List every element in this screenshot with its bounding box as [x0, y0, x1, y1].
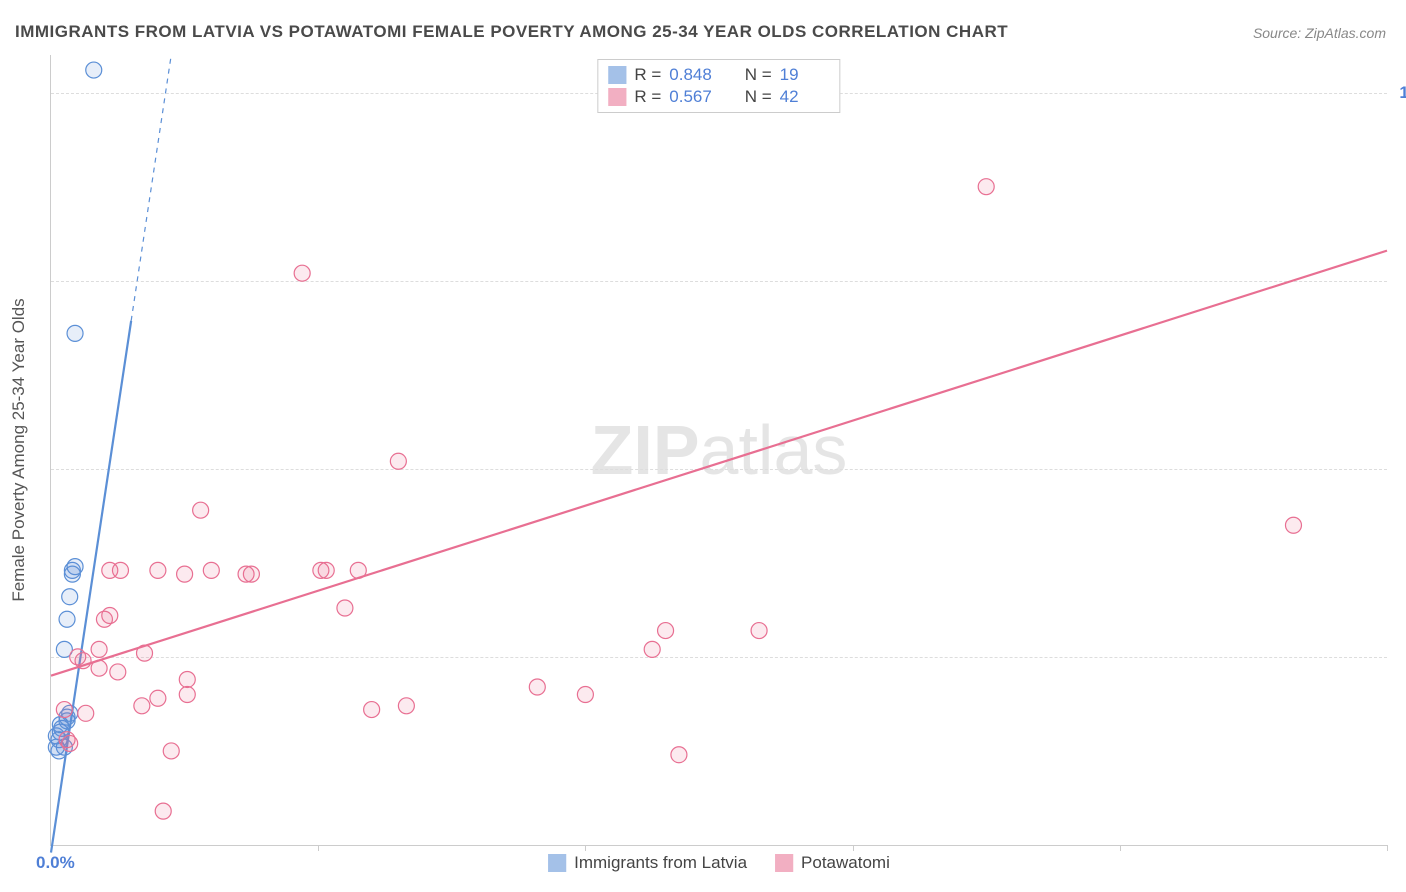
legend-r-value-0: 0.848: [669, 65, 719, 85]
data-point: [644, 641, 660, 657]
data-point: [112, 562, 128, 578]
legend-row-series-1: R = 0.567 N = 42: [608, 86, 829, 108]
data-point: [179, 687, 195, 703]
legend-r-label-0: R =: [634, 65, 661, 85]
legend-bottom-item-0: Immigrants from Latvia: [548, 853, 747, 873]
data-point: [751, 623, 767, 639]
legend-row-series-0: R = 0.848 N = 19: [608, 64, 829, 86]
data-point: [67, 325, 83, 341]
data-point: [64, 566, 80, 582]
legend-r-label-1: R =: [634, 87, 661, 107]
legend-n-value-1: 42: [780, 87, 830, 107]
source-attribution: Source: ZipAtlas.com: [1253, 25, 1386, 41]
x-axis-tick-label-start: 0.0%: [36, 853, 75, 873]
data-point: [163, 743, 179, 759]
data-point: [529, 679, 545, 695]
data-point: [155, 803, 171, 819]
data-point: [978, 179, 994, 195]
data-point: [658, 623, 674, 639]
y-axis-title: Female Poverty Among 25-34 Year Olds: [9, 298, 29, 601]
legend-r-value-1: 0.567: [669, 87, 719, 107]
data-point: [177, 566, 193, 582]
data-point: [179, 671, 195, 687]
x-axis-tick-label-end: 50.0%: [1397, 853, 1406, 873]
data-point: [62, 589, 78, 605]
y-axis-tick-label: 75.0%: [1397, 271, 1406, 291]
data-point: [78, 705, 94, 721]
x-axis-tick: [318, 845, 319, 851]
legend-bottom-label-0: Immigrants from Latvia: [574, 853, 747, 873]
data-point: [671, 747, 687, 763]
data-point: [56, 702, 72, 718]
y-axis-tick-label: 100.0%: [1397, 83, 1406, 103]
regression-line: [51, 251, 1387, 676]
data-point: [390, 453, 406, 469]
data-point: [337, 600, 353, 616]
legend-n-label-1: N =: [745, 87, 772, 107]
y-axis-tick-label: 25.0%: [1397, 647, 1406, 667]
legend-bottom-swatch-1: [775, 854, 793, 872]
regression-line-extrapolated: [131, 55, 171, 321]
regression-line: [51, 321, 131, 853]
legend-bottom-item-1: Potawatomi: [775, 853, 890, 873]
data-point: [91, 641, 107, 657]
x-axis-tick: [1387, 845, 1388, 851]
data-point: [364, 702, 380, 718]
data-point: [62, 735, 78, 751]
scatter-plot-svg: [51, 55, 1387, 845]
x-axis-tick: [585, 845, 586, 851]
legend-swatch-0: [608, 66, 626, 84]
y-axis-tick-label: 50.0%: [1397, 459, 1406, 479]
data-point: [577, 687, 593, 703]
legend-swatch-1: [608, 88, 626, 106]
legend-n-value-0: 19: [780, 65, 830, 85]
data-point: [110, 664, 126, 680]
x-axis-tick: [853, 845, 854, 851]
data-point: [150, 690, 166, 706]
data-point: [243, 566, 259, 582]
x-axis-tick: [1120, 845, 1121, 851]
data-point: [102, 608, 118, 624]
data-point: [59, 611, 75, 627]
data-point: [134, 698, 150, 714]
data-point: [150, 562, 166, 578]
data-point: [203, 562, 219, 578]
legend-series-names: Immigrants from Latvia Potawatomi: [548, 853, 890, 873]
data-point: [398, 698, 414, 714]
data-point: [318, 562, 334, 578]
legend-bottom-swatch-0: [548, 854, 566, 872]
chart-plot-area: ZIPatlas Female Poverty Among 25-34 Year…: [50, 55, 1387, 846]
legend-n-label-0: N =: [745, 65, 772, 85]
data-point: [193, 502, 209, 518]
data-point: [1285, 517, 1301, 533]
data-point: [86, 62, 102, 78]
data-point: [294, 265, 310, 281]
legend-correlation-box: R = 0.848 N = 19 R = 0.567 N = 42: [597, 59, 840, 113]
chart-title: IMMIGRANTS FROM LATVIA VS POTAWATOMI FEM…: [15, 22, 1008, 42]
legend-bottom-label-1: Potawatomi: [801, 853, 890, 873]
